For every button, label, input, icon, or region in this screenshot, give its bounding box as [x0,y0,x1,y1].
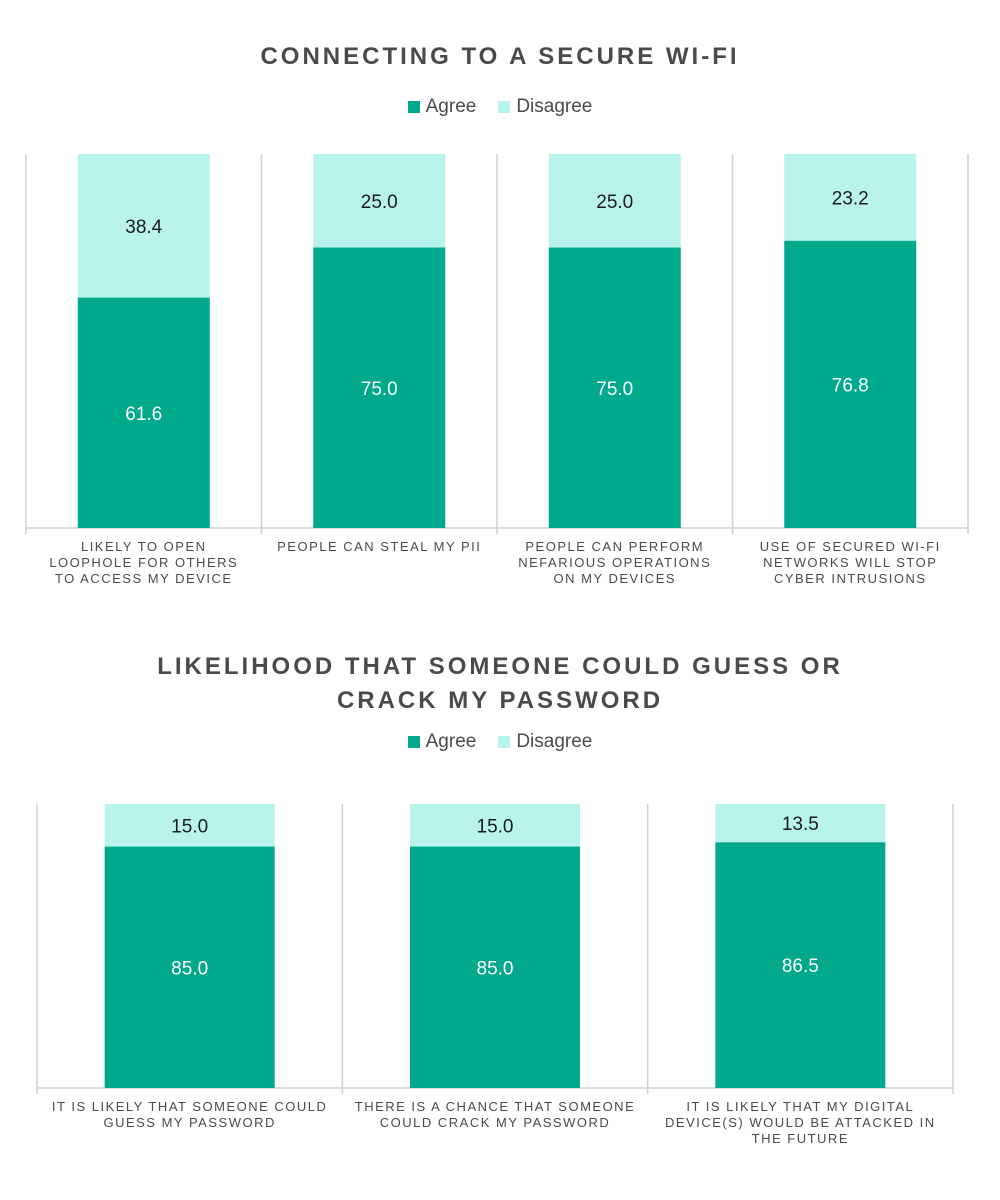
category-tick-label: LOOPHOLE FOR OTHERS [49,555,238,570]
legend-label-agree: Agree [425,96,477,117]
category-tick-label: GUESS MY PASSWORD [103,1115,275,1130]
chart-title-wifi: CONNECTING TO A SECURE WI-FI [260,43,740,70]
category-tick-label: TO ACCESS MY DEVICE [55,571,233,586]
data-label-disagree: 25.0 [596,192,633,213]
category-tick-label: ON MY DEVICES [553,571,676,586]
data-label-agree: 75.0 [596,379,633,400]
bar-agree [410,846,580,1088]
data-label-disagree: 38.4 [125,217,162,238]
data-label-agree: 75.0 [361,379,398,400]
agree-swatch-icon [407,101,420,113]
bar-disagree [410,804,580,847]
legend-label-agree: Agree [425,731,477,752]
data-label-disagree: 23.2 [832,188,869,209]
category-tick-label: LIKELY TO OPEN [81,539,207,554]
bar-agree [104,846,275,1088]
bar-disagree [313,154,446,248]
chart-title-password-line-1: LIKELIHOOD THAT SOMEONE COULD GUESS OR [157,653,843,680]
bar-agree [313,247,446,528]
category-tick-label: THE FUTURE [752,1131,849,1146]
bar-disagree [104,804,275,847]
category-tick-label: PEOPLE CAN PERFORM [525,539,704,554]
category-tick-label: CYBER INTRUSIONS [774,571,927,586]
data-label-disagree: 15.0 [171,816,208,837]
data-label-agree: 86.5 [782,956,819,977]
bar-agree [715,842,886,1088]
legend-password: Agree Disagree [0,731,1000,753]
category-tick-label: NETWORKS WILL STOP [763,555,937,570]
bar-disagree [77,154,210,298]
data-label-disagree: 25.0 [361,192,398,213]
legend-wifi: Agree Disagree [0,96,1000,118]
bar-disagree [548,154,681,248]
bar-agree [77,297,210,528]
disagree-swatch-icon [498,736,511,748]
category-tick-label: DEVICE(S) WOULD BE ATTACKED IN [665,1115,936,1130]
data-label-agree: 76.8 [832,375,869,396]
bar-chart-password: 15.0 85.0 IT IS LIKELY THAT SOMEONE COULDG… [36,804,954,1146]
category-tick-label: USE OF SECURED WI-FI [760,539,941,554]
category-tick-label: PEOPLE CAN STEAL MY PII [277,539,481,554]
category-tick-label: NEFARIOUS OPERATIONS [518,555,711,570]
data-label-agree: 85.0 [171,958,208,979]
legend-item-agree: Agree [407,96,477,118]
legend-label-disagree: Disagree [516,731,593,752]
data-label-disagree: 15.0 [477,816,514,837]
legend-item-disagree: Disagree [498,731,592,753]
bar-disagree [715,804,886,843]
chart-title-password-line-2: CRACK MY PASSWORD [336,687,664,714]
data-label-agree: 61.6 [125,404,162,425]
data-label-agree: 85.0 [477,958,514,979]
category-tick-label: IT IS LIKELY THAT SOMEONE COULD [52,1099,328,1114]
legend-label-disagree: Disagree [516,96,593,117]
agree-swatch-icon [407,736,420,748]
legend-item-agree: Agree [407,731,477,753]
bar-disagree [784,154,917,241]
data-label-disagree: 13.5 [782,814,819,835]
legend-item-disagree: Disagree [498,96,592,118]
bar-agree [784,240,917,528]
category-tick-label: THERE IS A CHANCE THAT SOMEONE [355,1099,636,1114]
disagree-swatch-icon [498,101,511,113]
chart-title-password: LIKELIHOOD THAT SOMEONE COULD GUESS OR C… [0,650,1000,718]
category-tick-label: COULD CRACK MY PASSWORD [380,1115,611,1130]
category-tick-label: IT IS LIKELY THAT MY DIGITAL [686,1099,914,1114]
bar-agree [548,247,681,528]
